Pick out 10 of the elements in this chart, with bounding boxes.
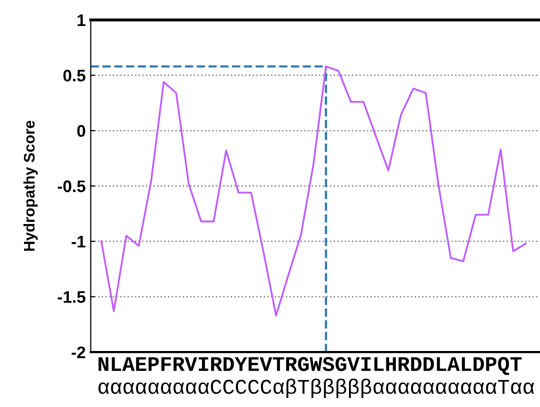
- y-tick-label: 1: [78, 14, 86, 26]
- y-axis-title: Hydropathy Score: [23, 120, 38, 251]
- text: NLAEPFRVIRDYEVTRGWSGVILHRDDLALDPQT: [98, 356, 522, 376]
- y-tick-label: -2: [72, 346, 86, 358]
- y-tick-label: -0.5: [58, 180, 86, 192]
- text: αααααααααCCCCCαβTβββββααααααααααTαα: [98, 378, 534, 398]
- y-tick-label: -1.5: [58, 291, 86, 303]
- y-tick-label: -1: [72, 236, 86, 248]
- y-tick-label: 0: [77, 125, 86, 137]
- y-tick-label: 0.5: [63, 70, 86, 82]
